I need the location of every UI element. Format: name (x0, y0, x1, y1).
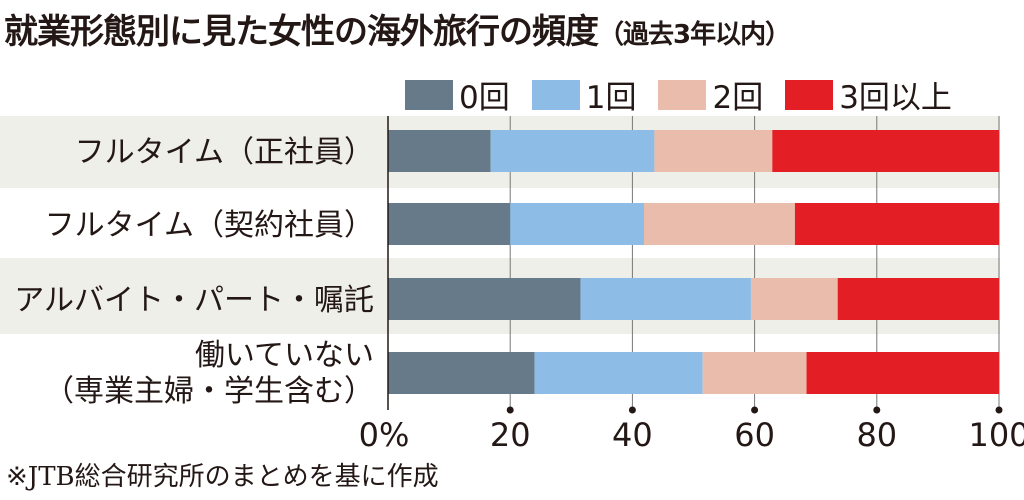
legend: 0回 1回 2回 3回以上 (405, 72, 952, 117)
legend-label: 1回 (585, 80, 637, 116)
x-tick-label: 60 (734, 416, 775, 454)
bar-segment (534, 352, 703, 394)
legend-swatch (658, 79, 707, 110)
bar-segment (388, 352, 535, 394)
title-main: 就業形態別に見た女性の海外旅行の頻度 (4, 12, 599, 52)
x-tick-label: 20 (490, 416, 531, 454)
tick-dot (751, 406, 759, 414)
chart-title: 就業形態別に見た女性の海外旅行の頻度（過去3年以内） (4, 4, 791, 53)
bar-segment (388, 130, 491, 172)
x-tick-label: 80 (856, 416, 897, 454)
x-tick-label: 100 (968, 416, 1024, 454)
legend-item: 0回 (405, 72, 510, 117)
bar-segment (388, 203, 511, 245)
tick-dot (628, 406, 636, 414)
legend-swatch (531, 79, 580, 110)
tick-dot (506, 406, 514, 414)
legend-swatch (785, 79, 834, 110)
source-note: ※JTB総合研究所のまとめを基に作成 (6, 462, 439, 492)
bar-segment (750, 278, 838, 320)
bar-segment (510, 203, 645, 245)
legend-label: 0回 (459, 80, 510, 116)
tick-dot (995, 406, 1003, 414)
title-sub: （過去3年以内） (598, 20, 791, 50)
category-label: （専業主婦・学生含む） (44, 374, 374, 409)
legend-item: 1回 (531, 72, 637, 117)
category-label: フルタイム（契約社員） (45, 208, 374, 243)
legend-item: 2回 (658, 72, 763, 117)
tick-dot (873, 406, 881, 414)
bar-segment (837, 278, 999, 320)
bar-segment (654, 130, 773, 172)
x-tick-label: 0% (359, 416, 410, 454)
legend-item: 3回以上 (785, 72, 952, 117)
bar-segment (772, 130, 999, 172)
category-label: アルバイト・パート・嘱託 (14, 283, 374, 318)
bar-segment (806, 352, 999, 394)
bar-segment (580, 278, 751, 320)
legend-label: 2回 (712, 80, 764, 116)
bar-segment (388, 278, 581, 320)
legend-label: 3回以上 (839, 80, 952, 116)
bar-segment (702, 352, 807, 394)
legend-swatch (405, 79, 453, 110)
x-tick-label: 40 (612, 416, 653, 454)
category-label: 働いていない (195, 338, 374, 373)
bar-segment (490, 130, 655, 172)
category-label: フルタイム（正社員） (75, 135, 374, 170)
bar-segment (644, 203, 795, 245)
bar-segment (794, 203, 999, 245)
